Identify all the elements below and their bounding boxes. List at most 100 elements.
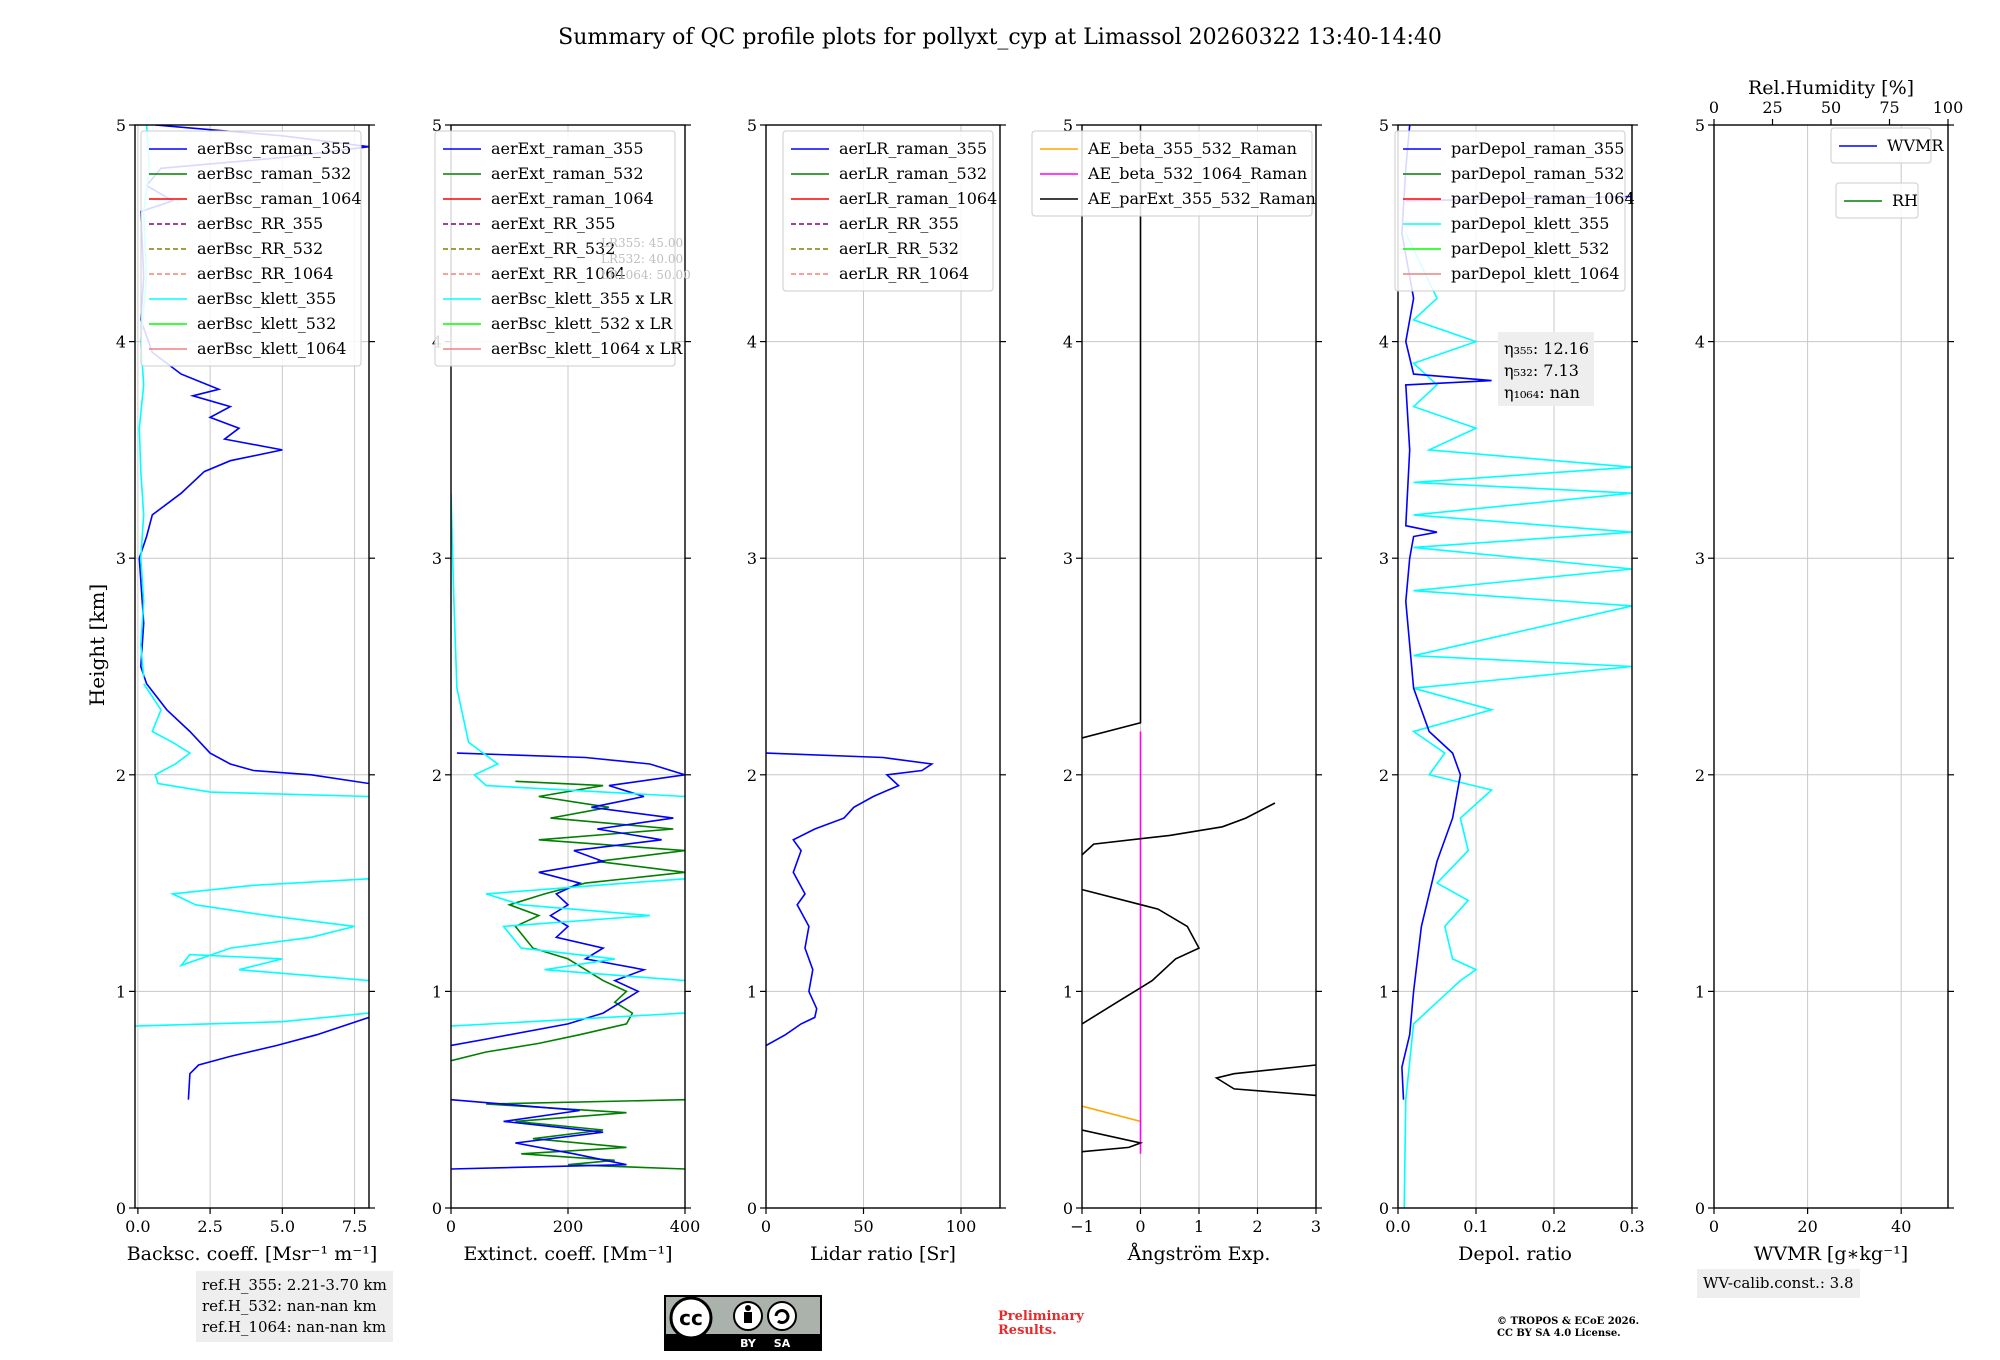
y-tick-label: 0 bbox=[747, 1199, 757, 1218]
legend-entry: WVMR bbox=[1887, 136, 1944, 155]
preliminary-line-2: Results. bbox=[998, 1323, 1057, 1338]
series-line-aerBsc_raman_355 bbox=[187, 1016, 369, 1100]
x-tick-label: 0.1 bbox=[1463, 1217, 1488, 1236]
series-line-parDepol_raman_355 bbox=[1401, 125, 1492, 1100]
series-line-aerExt_raman_532 bbox=[451, 780, 685, 1062]
y-tick-label: 3 bbox=[432, 549, 442, 568]
legend-entry: aerExt_RR_532 bbox=[491, 239, 615, 258]
cc-icon bbox=[669, 1296, 713, 1340]
y-tick-label: 1 bbox=[747, 982, 757, 1001]
legend-frame bbox=[434, 130, 676, 367]
axes-frame bbox=[1397, 124, 1633, 1209]
legend-frame bbox=[782, 130, 994, 292]
x-axis-label: Extinct. coeff. [Mm⁻¹] bbox=[463, 1243, 672, 1265]
y-tick-label: 0 bbox=[432, 1199, 442, 1218]
x-tick-label: 400 bbox=[670, 1217, 701, 1236]
series-line-aerBsc_klett_355_mid bbox=[169, 878, 369, 982]
legend-entry: aerLR_RR_355 bbox=[839, 214, 959, 233]
legend-entry: parDepol_klett_532 bbox=[1451, 239, 1609, 258]
x-tick-label: 2 bbox=[1252, 1217, 1262, 1236]
y-tick-label: 2 bbox=[747, 766, 757, 785]
sa-label: SA bbox=[774, 1337, 791, 1350]
x-tick-label: 20 bbox=[1797, 1217, 1817, 1236]
x-tick-label: 0 bbox=[446, 1217, 456, 1236]
legend-entry: aerBsc_raman_1064 bbox=[197, 189, 362, 208]
preliminary-line-1: Preliminary bbox=[998, 1309, 1084, 1324]
series-line-aerLR_raman_355 bbox=[766, 752, 935, 1047]
x-axis-label: Backsc. coeff. [Msr⁻¹ m⁻¹] bbox=[127, 1243, 378, 1265]
legend-entry: aerBsc_RR_1064 bbox=[197, 264, 333, 283]
x-tick-label: 1 bbox=[1194, 1217, 1204, 1236]
x-tick-label: 3 bbox=[1311, 1217, 1321, 1236]
series-line-aerBsc_klett_355xLR_mid bbox=[485, 878, 685, 982]
series-line-AE_parExt_355_532_Raman bbox=[1082, 1129, 1144, 1153]
lidar-ratio-annotation: LR1064: 50.00 bbox=[601, 268, 691, 282]
panel-wvmr: 0 20 40 0 1 2 3 4 5 WVMR [g∗kg⁻¹] 0 25 50 75 100 Rel.Hu… bbox=[1695, 77, 1963, 1265]
ref-height-1064: ref.H_1064: nan-nan km bbox=[202, 1318, 387, 1336]
eta-value: η₅₃₂: 7.13 bbox=[1504, 361, 1579, 380]
y-tick-label: 3 bbox=[747, 549, 757, 568]
x-tick-label: −1 bbox=[1070, 1217, 1094, 1236]
axes-frame bbox=[765, 124, 1001, 1209]
series-line-AE_beta_355_532_Raman bbox=[1082, 1105, 1141, 1123]
axes-frame bbox=[1713, 124, 1949, 1209]
legend-frame bbox=[1031, 130, 1313, 217]
panel-lr: 0 50 100 0 1 2 3 4 5 Lidar ratio [Sr] aerLR_raman_… bbox=[747, 116, 1006, 1265]
sa-icon-arrow bbox=[774, 1309, 790, 1324]
top-x-tick-label: 0 bbox=[1709, 98, 1719, 117]
legend-entry: AE_parExt_355_532_Raman bbox=[1087, 189, 1316, 208]
y-tick-label: 5 bbox=[1063, 116, 1073, 135]
sa-icon bbox=[767, 1301, 797, 1331]
x-tick-label: 0.0 bbox=[125, 1217, 150, 1236]
panels: 0.0 2.5 5.0 7.5 0 1 2 3 4 5 Backsc. coeff. [Msr⁻¹ … bbox=[116, 77, 1963, 1265]
legend-entry: parDepol_raman_1064 bbox=[1451, 189, 1635, 208]
y-tick-label: 5 bbox=[116, 116, 126, 135]
legend-entry: aerBsc_klett_532 x LR bbox=[491, 314, 673, 333]
legend-entry: AE_beta_532_1064_Raman bbox=[1087, 164, 1307, 183]
legend-entry: aerLR_raman_1064 bbox=[839, 189, 997, 208]
legend-entry: parDepol_klett_1064 bbox=[1451, 264, 1620, 283]
cc-badge-strip bbox=[665, 1334, 821, 1350]
x-tick-label: 0.2 bbox=[1541, 1217, 1566, 1236]
legend-entry: AE_beta_355_532_Raman bbox=[1087, 139, 1297, 158]
y-tick-label: 2 bbox=[1063, 766, 1073, 785]
by-label: BY bbox=[740, 1337, 757, 1350]
legend-bsc: aerBsc_raman_355 aerBsc_raman_532 aerBsc_r… bbox=[140, 130, 362, 367]
panel-ext: 0200400012345Extinct. coeff. [Mm⁻¹]aerEx… bbox=[432, 116, 700, 1265]
y-tick-label: 2 bbox=[1695, 766, 1705, 785]
series-line-aerBsc_klett_355xLR_top bbox=[451, 493, 685, 798]
y-tick-label: 2 bbox=[116, 766, 126, 785]
legend-entry: aerLR_raman_532 bbox=[839, 164, 987, 183]
wv-calibration-box: WV-calib.const.: 3.8 bbox=[1697, 1269, 1860, 1298]
x-axis-label: Lidar ratio [Sr] bbox=[810, 1243, 956, 1265]
y-tick-label: 4 bbox=[116, 333, 126, 352]
x-tick-label: 7.5 bbox=[342, 1217, 367, 1236]
y-tick-label: 5 bbox=[1695, 116, 1705, 135]
y-tick-label: 5 bbox=[1379, 116, 1389, 135]
y-tick-label: 4 bbox=[1063, 333, 1073, 352]
series-line-aerBsc_klett_355xLR bbox=[451, 1012, 685, 1027]
ref-height-532: ref.H_532: nan-nan km bbox=[202, 1297, 377, 1315]
legend-entry: aerBsc_RR_355 bbox=[197, 214, 323, 233]
y-tick-label: 0 bbox=[1695, 1199, 1705, 1218]
x-tick-label: 0 bbox=[761, 1217, 771, 1236]
legend-entry: aerBsc_klett_1064 bbox=[197, 339, 346, 358]
top-x-tick-label: 25 bbox=[1762, 98, 1782, 117]
y-tick-label: 2 bbox=[432, 766, 442, 785]
series-group bbox=[1082, 125, 1316, 1154]
cc-icon-text: cc bbox=[679, 1306, 703, 1330]
legend-entry: RH bbox=[1892, 191, 1918, 210]
top-x-tick-label: 75 bbox=[1879, 98, 1899, 117]
legend-entry: aerLR_raman_355 bbox=[839, 139, 987, 158]
legend-entry: aerBsc_raman_532 bbox=[197, 164, 351, 183]
legend-entry: parDepol_klett_355 bbox=[1451, 214, 1609, 233]
y-axis-label: Height [km] bbox=[85, 584, 109, 706]
top-x-axis-label: Rel.Humidity [%] bbox=[1748, 77, 1914, 99]
x-axis-label: Depol. ratio bbox=[1458, 1243, 1572, 1265]
series-line-AE_parExt_top bbox=[1082, 802, 1276, 856]
legend-frame bbox=[140, 130, 362, 367]
legend-entry: aerExt_raman_1064 bbox=[491, 189, 654, 208]
panel-bsc: 0.0 2.5 5.0 7.5 0 1 2 3 4 5 Backsc. coeff. [Msr⁻¹ … bbox=[116, 116, 377, 1265]
